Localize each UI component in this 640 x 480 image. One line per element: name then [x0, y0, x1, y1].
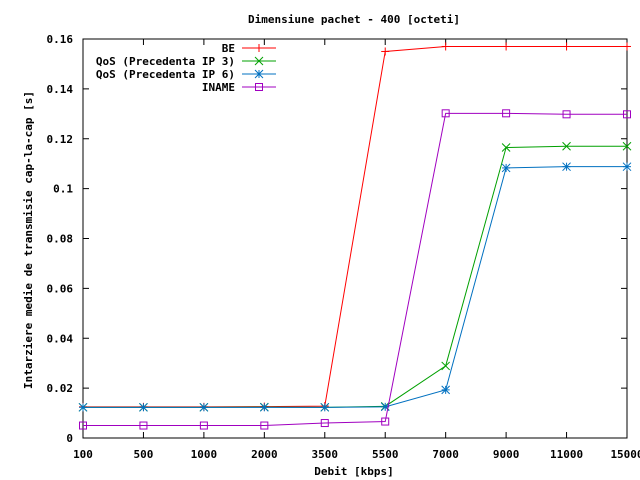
data-point	[501, 163, 511, 173]
series-layer	[78, 42, 632, 430]
y-tick-label: 0.08	[47, 233, 74, 246]
data-point	[441, 42, 450, 51]
legend-marker	[255, 83, 263, 91]
data-point	[562, 141, 571, 151]
y-tick-label: 0.12	[47, 133, 74, 146]
legend-label: INAME	[202, 81, 235, 94]
data-point	[320, 419, 329, 428]
data-point	[562, 110, 571, 119]
data-point	[622, 162, 632, 172]
y-tick-label: 0.16	[47, 33, 74, 46]
data-point	[199, 421, 208, 430]
data-point	[441, 385, 451, 395]
data-point	[79, 421, 87, 430]
data-point	[259, 402, 269, 412]
x-tick-label: 9000	[493, 448, 520, 461]
y-tick-label: 0	[66, 432, 73, 445]
chart-title: Dimensiune pachet - 400 [octeti]	[248, 13, 460, 26]
x-tick-label: 11000	[550, 448, 583, 461]
data-point	[381, 47, 390, 56]
y-axis: 0 0.02 0.04 0.06 0.08 0.1 0.12 0.14 0.16	[47, 33, 627, 445]
data-point	[502, 109, 511, 118]
data-point	[441, 109, 450, 118]
y-axis-label: Intarziere medie de transmisie cap-la-ca…	[22, 91, 35, 389]
data-point	[320, 402, 330, 412]
legend-marker	[255, 44, 263, 52]
data-point	[562, 162, 571, 172]
legend-marker	[254, 56, 264, 66]
x-tick-label: 100	[73, 448, 93, 461]
series-line	[83, 45, 627, 408]
y-tick-label: 0.1	[53, 183, 73, 196]
data-point	[78, 402, 88, 412]
x-axis: 100 500 1000 2000 3500 5500 7000 9000 11000 15000	[73, 39, 640, 461]
series-line	[83, 145, 627, 408]
data-point	[623, 42, 631, 51]
y-tick-label: 0.04	[47, 332, 74, 345]
x-tick-label: 7000	[432, 448, 459, 461]
series-0	[79, 42, 631, 411]
legend-label: BE	[222, 42, 235, 55]
data-point	[562, 42, 571, 51]
x-tick-label: 1000	[191, 448, 218, 461]
plot-area-frame	[82, 38, 628, 439]
legend-label: QoS (Precedenta IP 6)	[96, 68, 235, 81]
data-point	[441, 361, 451, 371]
x-tick-label: 15000	[610, 448, 640, 461]
y-tick-label: 0.06	[47, 282, 74, 295]
data-point	[501, 143, 511, 152]
series-line	[83, 112, 627, 427]
data-point	[502, 42, 511, 51]
data-point	[622, 141, 632, 151]
data-point	[139, 402, 148, 412]
data-point	[199, 402, 209, 412]
series-line	[83, 166, 627, 408]
data-point	[260, 421, 269, 430]
series-3	[79, 109, 631, 430]
x-tick-label: 2000	[251, 448, 278, 461]
x-tick-label: 500	[134, 448, 154, 461]
x-tick-label: 3500	[312, 448, 339, 461]
x-axis-label: Debit [kbps]	[314, 465, 393, 478]
y-tick-label: 0.02	[47, 382, 74, 395]
x-tick-label: 5500	[372, 448, 399, 461]
series-2	[78, 162, 632, 412]
data-point	[381, 417, 390, 426]
data-point	[623, 110, 631, 119]
legend-marker	[254, 69, 264, 79]
data-point	[139, 421, 148, 430]
series-1	[78, 141, 632, 412]
legend-label: QoS (Precedenta IP 3)	[96, 55, 235, 68]
y-tick-label: 0.14	[47, 83, 74, 96]
